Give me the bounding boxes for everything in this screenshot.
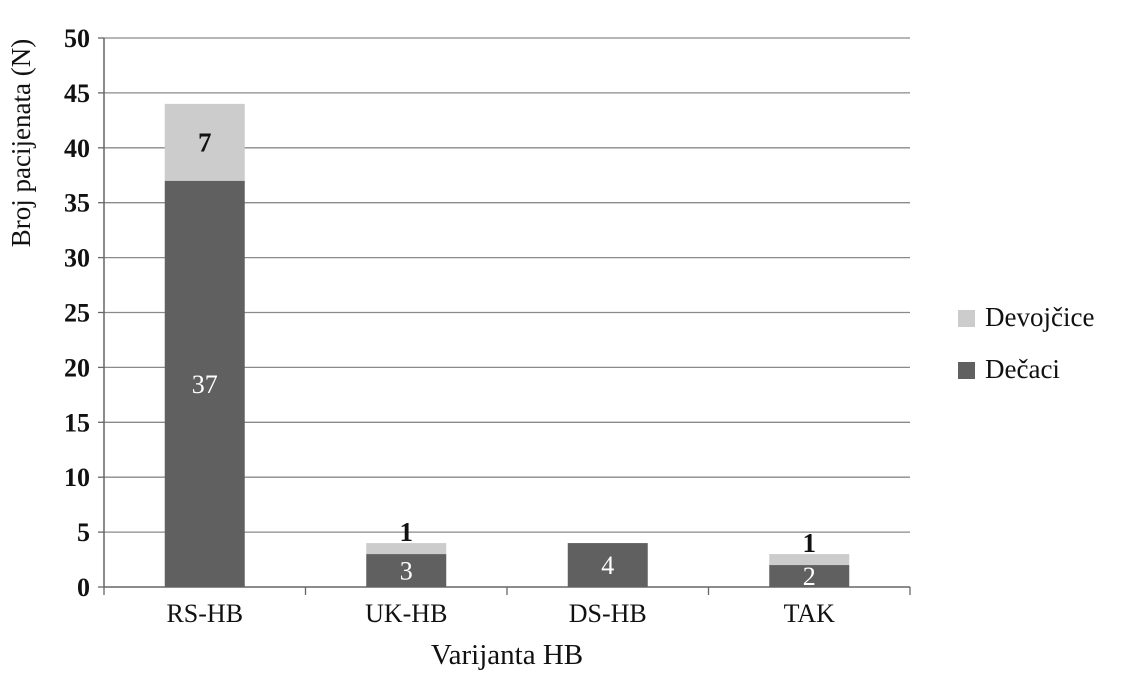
bar-segment [366, 554, 447, 587]
y-tick-label: 20 [64, 353, 90, 382]
data-label: 2 [803, 562, 816, 591]
x-axis-title: Varijanta HB [431, 639, 583, 670]
x-tick-label: UK-HB [365, 599, 447, 628]
bars [164, 103, 850, 588]
axes: 0 5 10 15 20 25 30 35 40 45 50 RS-HB UK-HB DS-HB TAK [64, 24, 911, 628]
bar-segment [769, 565, 850, 587]
bar-segment [164, 103, 245, 181]
legend-swatch [958, 362, 975, 379]
data-label: 1 [803, 528, 817, 558]
y-tick-label: 45 [64, 79, 90, 108]
data-label: 7 [198, 127, 212, 157]
x-tick-label: DS-HB [569, 599, 647, 628]
data-label: 3 [400, 557, 413, 586]
x-tick-label: TAK [784, 599, 836, 628]
legend: Devojčice Dečaci [958, 302, 1094, 384]
y-tick-label: 40 [64, 134, 90, 163]
y-tick-label: 15 [64, 408, 90, 437]
y-tick-label: 0 [77, 573, 90, 602]
data-labels: 37 7 3 1 4 2 1 [192, 127, 816, 591]
legend-label: Devojčice [985, 302, 1094, 332]
data-label: 4 [601, 551, 614, 580]
y-tick-label: 5 [77, 518, 90, 547]
bar-segment [567, 543, 648, 587]
x-tick-label: RS-HB [166, 599, 243, 628]
y-tick-label: 50 [64, 24, 90, 53]
data-label: 37 [192, 370, 218, 399]
bar-segment [164, 180, 245, 588]
legend-label: Dečaci [985, 354, 1060, 384]
bar-segment [366, 543, 447, 555]
y-tick-label: 25 [64, 299, 90, 328]
y-tick-label: 30 [64, 244, 90, 273]
y-tick-label: 35 [64, 189, 90, 218]
data-label: 1 [400, 517, 414, 547]
legend-swatch [958, 310, 975, 327]
y-tick-label: 10 [64, 463, 90, 492]
y-axis-title: Broj pacijenata (N) [6, 39, 36, 247]
bar-segment [769, 554, 850, 566]
